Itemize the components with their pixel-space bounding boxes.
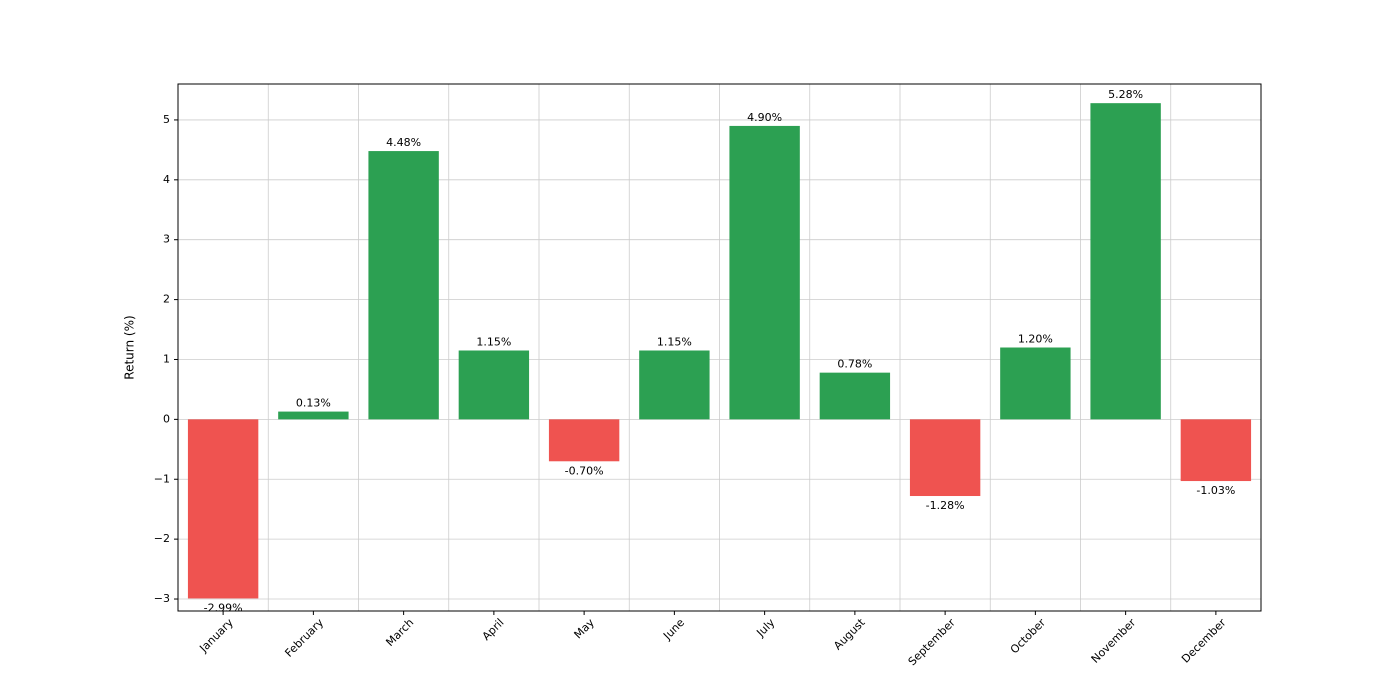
bar xyxy=(459,350,529,419)
x-tick-label: December xyxy=(1179,616,1229,666)
bar-value-label: 1.15% xyxy=(657,335,692,348)
bar xyxy=(278,412,348,420)
y-tick-label: 2 xyxy=(163,293,170,306)
bar xyxy=(1000,348,1070,420)
y-tick-label: 0 xyxy=(163,412,170,425)
y-tick-label: 4 xyxy=(163,173,170,186)
bar xyxy=(729,126,799,419)
bar xyxy=(368,151,438,419)
bar xyxy=(639,350,709,419)
bar-value-label: -1.28% xyxy=(926,499,965,512)
bar xyxy=(910,419,980,496)
returns-bar-chart: -2.99%0.13%4.48%1.15%-0.70%1.15%4.90%0.7… xyxy=(0,0,1400,700)
chart-container: -2.99%0.13%4.48%1.15%-0.70%1.15%4.90%0.7… xyxy=(0,0,1400,700)
y-tick-label: 5 xyxy=(163,113,170,126)
x-tick-label: September xyxy=(906,616,959,669)
bar-value-label: 0.13% xyxy=(296,397,331,410)
bar xyxy=(820,373,890,420)
x-tick-label: March xyxy=(383,616,416,649)
y-tick-label: −3 xyxy=(154,592,170,605)
y-tick-label: 1 xyxy=(163,352,170,365)
bar-value-label: 4.90% xyxy=(747,111,782,124)
bar-value-label: -0.70% xyxy=(565,464,604,477)
y-tick-label: −2 xyxy=(154,532,170,545)
bar xyxy=(1090,103,1160,419)
x-tick-label: May xyxy=(572,616,598,642)
x-tick-label: June xyxy=(660,616,687,643)
x-tick-label: August xyxy=(831,616,868,653)
x-tick-label: November xyxy=(1089,616,1139,666)
x-tick-label: January xyxy=(196,616,236,656)
bar-value-label: 1.15% xyxy=(476,335,511,348)
bar-value-label: 0.78% xyxy=(837,358,872,371)
bar-value-label: 1.20% xyxy=(1018,333,1053,346)
x-tick-label: July xyxy=(753,616,777,640)
x-tick-label: February xyxy=(282,616,326,660)
bar-value-label: 4.48% xyxy=(386,136,421,149)
bar xyxy=(549,419,619,461)
bar xyxy=(1181,419,1251,481)
x-tick-label: April xyxy=(480,616,507,643)
bar-value-label: -1.03% xyxy=(1196,484,1235,497)
y-tick-label: 3 xyxy=(163,233,170,246)
bar xyxy=(188,419,258,598)
x-tick-label: October xyxy=(1008,616,1049,657)
y-axis-label: Return (%) xyxy=(123,315,137,379)
y-tick-label: −1 xyxy=(154,472,170,485)
bar-value-label: 5.28% xyxy=(1108,88,1143,101)
